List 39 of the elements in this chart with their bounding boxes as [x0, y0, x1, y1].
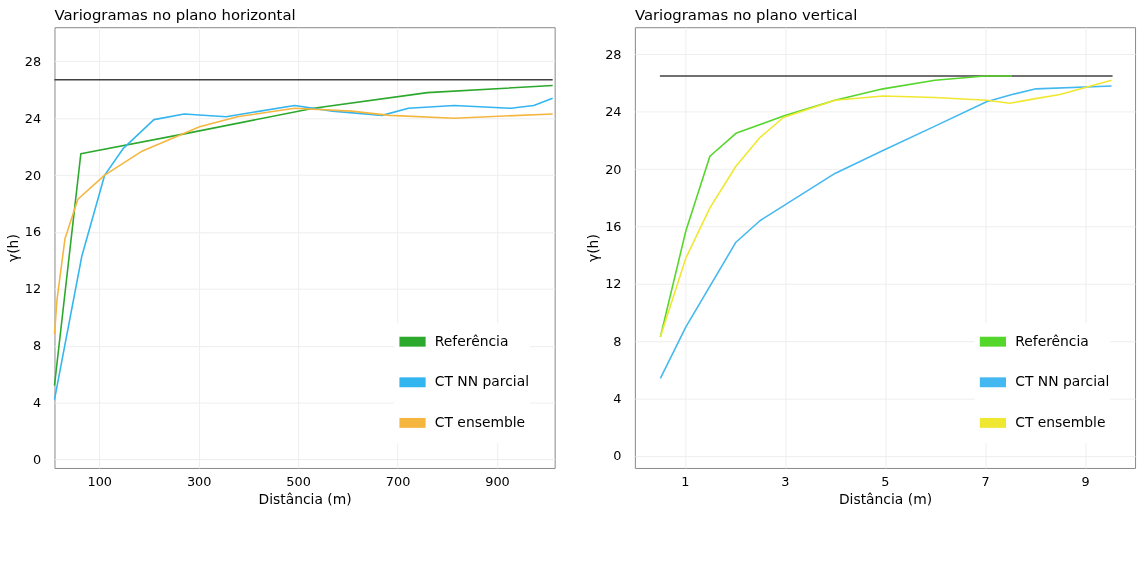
- legend-label: CT NN parcial: [1015, 373, 1110, 390]
- x-tick-label: 900: [485, 474, 510, 490]
- legend-label: CT ensemble: [1015, 413, 1106, 430]
- y-tick-label: 20: [24, 167, 42, 183]
- y-tick-label: 28: [605, 46, 622, 62]
- legend-label: Referência: [1015, 332, 1089, 349]
- y-tick-label: 12: [24, 281, 42, 297]
- y-tick-label: 12: [605, 276, 622, 292]
- x-tick-label: 7: [981, 474, 990, 490]
- y-tick-label: 28: [24, 53, 42, 69]
- x-tick-label: 500: [286, 474, 311, 490]
- y-tick-label: 4: [613, 390, 622, 406]
- y-tick-label: 20: [605, 161, 622, 177]
- y-tick-label: 8: [32, 338, 42, 354]
- x-tick-label: 100: [87, 474, 112, 490]
- y-tick-label: 16: [24, 224, 42, 240]
- x-tick-label: 300: [186, 474, 212, 490]
- legend-label: Referência: [434, 332, 509, 349]
- y-tick-label: 0: [613, 448, 622, 464]
- line-series: [53, 107, 554, 336]
- legend-label: CT NN parcial: [434, 373, 529, 390]
- x-tick-label: 3: [781, 474, 790, 490]
- x-axis-title: Distância (m): [258, 491, 352, 508]
- x-tick-label: 5: [881, 474, 890, 490]
- x-tick-label: 9: [1081, 474, 1090, 490]
- x-tick-label: 700: [385, 474, 411, 490]
- y-tick-label: 4: [32, 395, 42, 411]
- chart-title: Variogramas no plano horizontal: [54, 6, 296, 25]
- chart-title: Variogramas no plano vertical: [634, 6, 858, 25]
- legend-label: CT ensemble: [434, 413, 526, 430]
- y-axis-title: γ(h): [585, 234, 602, 262]
- y-tick-label: 0: [32, 451, 42, 467]
- x-tick-label: 1: [681, 474, 690, 490]
- y-axis-title: γ(h): [4, 234, 21, 262]
- y-tick-label: 24: [24, 110, 42, 126]
- y-tick-label: 8: [613, 333, 622, 349]
- y-tick-label: 16: [605, 218, 622, 234]
- x-axis-title: Distância (m): [838, 491, 933, 508]
- y-tick-label: 24: [605, 104, 622, 120]
